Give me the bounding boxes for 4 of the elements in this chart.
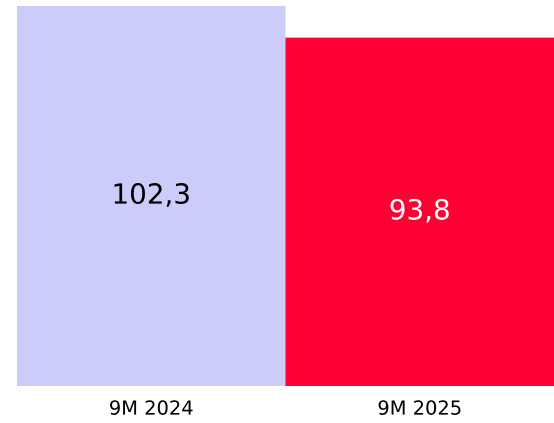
x-tick-label: 9M 2024 (110, 400, 193, 415)
x-tick-label: 9M 2025 (378, 400, 460, 415)
data-label: 93,8 (390, 198, 449, 223)
data-label: 102,3 (114, 183, 189, 207)
